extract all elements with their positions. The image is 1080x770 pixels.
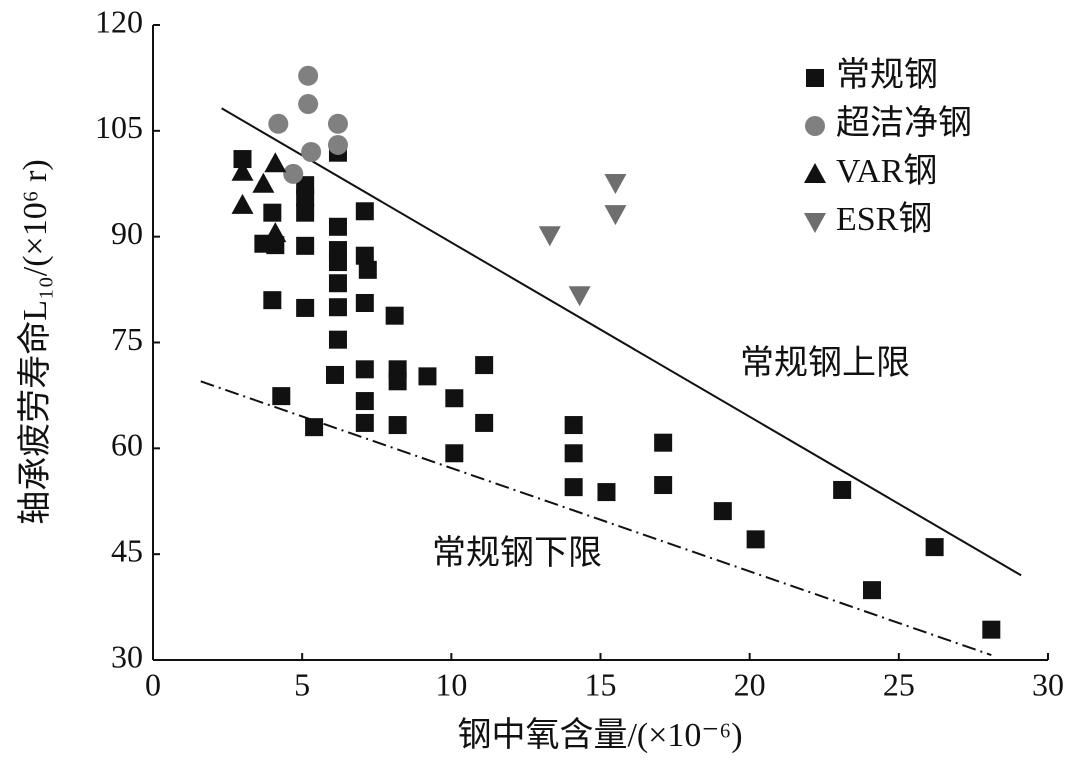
- legend-marker: [804, 213, 826, 233]
- point: [296, 298, 315, 317]
- x-tick-label: 25: [883, 666, 915, 702]
- point: [355, 392, 374, 411]
- x-tick-label: 20: [734, 666, 766, 702]
- point: [746, 530, 765, 549]
- legend-label: VAR钢: [836, 153, 937, 190]
- point: [298, 94, 319, 115]
- point: [925, 538, 944, 557]
- y-tick-label: 105: [95, 109, 143, 145]
- point: [263, 291, 282, 310]
- point: [327, 113, 348, 134]
- point: [283, 163, 304, 184]
- y-tick-label: 90: [111, 215, 143, 251]
- y-tick-label: 60: [111, 427, 143, 463]
- point: [231, 160, 254, 181]
- point: [263, 203, 282, 222]
- point: [264, 222, 287, 243]
- legend-marker: [806, 69, 824, 87]
- point: [713, 502, 732, 521]
- point: [325, 365, 344, 384]
- x-tick-label: 5: [294, 666, 310, 702]
- point: [328, 253, 347, 272]
- point: [231, 193, 254, 214]
- point: [252, 172, 275, 193]
- point: [388, 372, 407, 391]
- point: [418, 367, 437, 386]
- point: [358, 260, 377, 279]
- point: [862, 581, 881, 600]
- point: [328, 298, 347, 317]
- point: [385, 306, 404, 325]
- x-tick-label: 15: [585, 666, 617, 702]
- point: [296, 236, 315, 255]
- point: [475, 356, 494, 375]
- point: [833, 480, 852, 499]
- point: [355, 293, 374, 312]
- point: [355, 360, 374, 379]
- point: [264, 152, 287, 173]
- y-axis-label: 轴承疲劳寿命L₁₀/(×10⁶ r): [16, 159, 54, 524]
- point: [564, 416, 583, 435]
- x-axis-label: 钢中氧含量/(×10⁻⁶): [457, 716, 742, 754]
- point: [604, 174, 627, 195]
- point: [272, 387, 291, 406]
- point: [654, 476, 673, 495]
- point: [296, 203, 315, 222]
- x-tick-label: 0: [145, 666, 161, 702]
- y-tick-label: 30: [111, 638, 143, 674]
- point: [328, 274, 347, 293]
- legend-label: ESR钢: [836, 201, 932, 238]
- point: [445, 389, 464, 408]
- annotation: 常规钢上限: [740, 345, 910, 382]
- point: [604, 205, 627, 226]
- y-tick-label: 75: [111, 321, 143, 357]
- point: [564, 444, 583, 463]
- point: [296, 188, 315, 207]
- point: [564, 478, 583, 497]
- point: [301, 142, 322, 162]
- point: [568, 286, 591, 307]
- y-tick-label: 45: [111, 533, 143, 569]
- point: [475, 413, 494, 432]
- x-tick-label: 10: [435, 666, 467, 702]
- point: [538, 226, 561, 247]
- y-tick-label: 120: [95, 3, 143, 39]
- legend-marker: [804, 163, 826, 183]
- legend-label: 常规钢: [836, 57, 938, 94]
- point: [328, 330, 347, 349]
- annotation: 常规钢下限: [432, 535, 602, 572]
- reference-line: [200, 380, 992, 657]
- point: [445, 444, 464, 463]
- point: [355, 246, 374, 265]
- point: [233, 150, 252, 169]
- point: [597, 483, 616, 502]
- point: [327, 134, 348, 155]
- point: [305, 418, 324, 437]
- x-tick-label: 30: [1032, 666, 1064, 702]
- legend-marker: [805, 116, 825, 136]
- reference-line: [221, 107, 1022, 577]
- point: [298, 65, 319, 86]
- legend-label: 超洁净钢: [836, 104, 972, 142]
- point: [355, 413, 374, 432]
- point: [388, 416, 407, 435]
- point: [328, 217, 347, 236]
- point: [268, 113, 289, 134]
- point: [654, 433, 673, 452]
- point: [982, 620, 1001, 639]
- point: [355, 202, 374, 221]
